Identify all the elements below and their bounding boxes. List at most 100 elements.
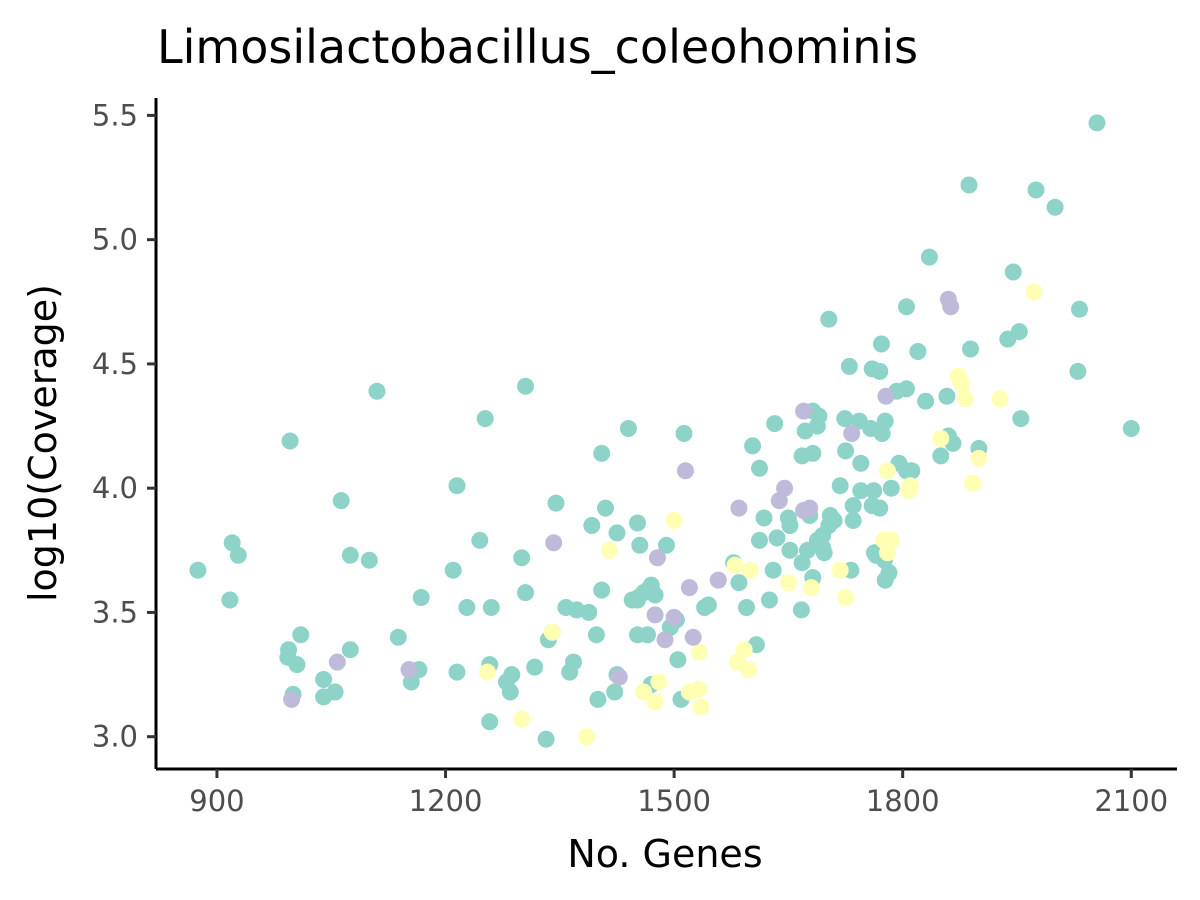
data-point: [501, 683, 519, 701]
data-point: [328, 653, 346, 671]
data-point: [964, 474, 982, 492]
data-point: [646, 586, 664, 604]
data-point: [281, 432, 299, 450]
data-point: [873, 425, 891, 442]
data-point: [448, 477, 466, 495]
data-point: [903, 462, 921, 480]
axes-layer: 900 1200 1500 1800 2100 3.0 3.5 4.0 4.5 5.0 5.5: [92, 98, 1177, 818]
data-point: [882, 479, 900, 497]
data-point: [545, 534, 563, 552]
data-point: [583, 517, 601, 534]
data-point: [792, 601, 810, 619]
data-point: [872, 335, 890, 353]
y-tick-label: 4.0: [92, 471, 138, 505]
data-point: [593, 581, 611, 599]
data-point: [229, 546, 247, 564]
data-point: [836, 410, 854, 428]
data-point: [1046, 198, 1064, 216]
data-point: [650, 673, 668, 691]
data-point: [665, 512, 683, 529]
data-point: [221, 591, 239, 609]
data-point: [690, 643, 708, 661]
data-point: [458, 599, 476, 616]
data-point: [781, 541, 799, 559]
data-point: [755, 509, 773, 527]
data-point: [932, 430, 950, 447]
data-point: [879, 544, 896, 562]
data-point: [709, 571, 727, 589]
chart-title: Limosilactobacillus_coleohominis: [157, 20, 918, 74]
data-point: [768, 529, 786, 547]
data-point: [815, 544, 833, 562]
data-point: [970, 449, 988, 467]
data-point: [1004, 263, 1022, 281]
y-tick-label: 4.5: [92, 347, 138, 381]
data-point: [561, 663, 579, 681]
data-point: [766, 415, 784, 433]
data-point: [517, 377, 534, 395]
data-point: [917, 392, 935, 410]
data-point: [665, 608, 683, 626]
y-tick-label: 3.5: [92, 595, 138, 629]
data-point: [478, 663, 496, 681]
data-point: [1122, 420, 1140, 437]
y-tick-label: 5.0: [92, 223, 138, 257]
data-point: [578, 728, 595, 746]
data-point: [751, 459, 768, 477]
data-point: [920, 248, 938, 266]
data-point: [631, 536, 649, 554]
data-point: [760, 591, 778, 609]
data-point: [341, 546, 359, 564]
data-point: [593, 444, 611, 462]
data-point: [292, 626, 310, 644]
data-point: [517, 584, 534, 602]
data-point: [1025, 283, 1043, 301]
data-point: [680, 683, 698, 701]
data-point: [646, 606, 664, 624]
data-point: [932, 447, 950, 465]
data-point: [360, 551, 378, 569]
data-point: [315, 688, 333, 706]
data-point: [648, 549, 666, 567]
data-point: [606, 683, 624, 701]
data-point: [793, 447, 811, 465]
data-point: [597, 499, 614, 517]
data-point: [189, 561, 207, 579]
data-point: [764, 561, 782, 579]
data-point: [635, 683, 653, 701]
data-point: [735, 641, 753, 659]
data-point: [513, 549, 531, 567]
data-point: [938, 387, 956, 405]
data-point: [871, 499, 889, 517]
data-point: [879, 462, 896, 480]
data-point: [675, 425, 693, 442]
data-point: [696, 599, 714, 616]
data-point: [389, 628, 407, 646]
data-point: [537, 730, 555, 748]
data-point: [332, 492, 350, 510]
data-point: [876, 571, 894, 589]
x-tick-label: 2100: [1094, 784, 1168, 818]
x-tick-label: 1200: [409, 784, 483, 818]
data-point: [1012, 410, 1030, 428]
data-point: [802, 579, 820, 597]
data-point: [623, 591, 641, 609]
data-point: [288, 656, 306, 674]
data-point: [589, 690, 607, 708]
data-point: [1071, 300, 1088, 318]
data-point: [692, 698, 710, 716]
data-point: [730, 574, 748, 592]
data-point: [444, 561, 462, 579]
data-point: [315, 671, 333, 688]
x-tick-label: 1500: [637, 784, 711, 818]
data-point: [526, 658, 544, 676]
data-point: [726, 556, 744, 574]
data-point: [608, 524, 626, 542]
data-point: [837, 442, 855, 460]
data-point: [837, 589, 855, 606]
data-point: [669, 651, 687, 669]
data-point: [400, 661, 418, 679]
data-point: [513, 710, 531, 728]
data-point: [751, 531, 768, 549]
